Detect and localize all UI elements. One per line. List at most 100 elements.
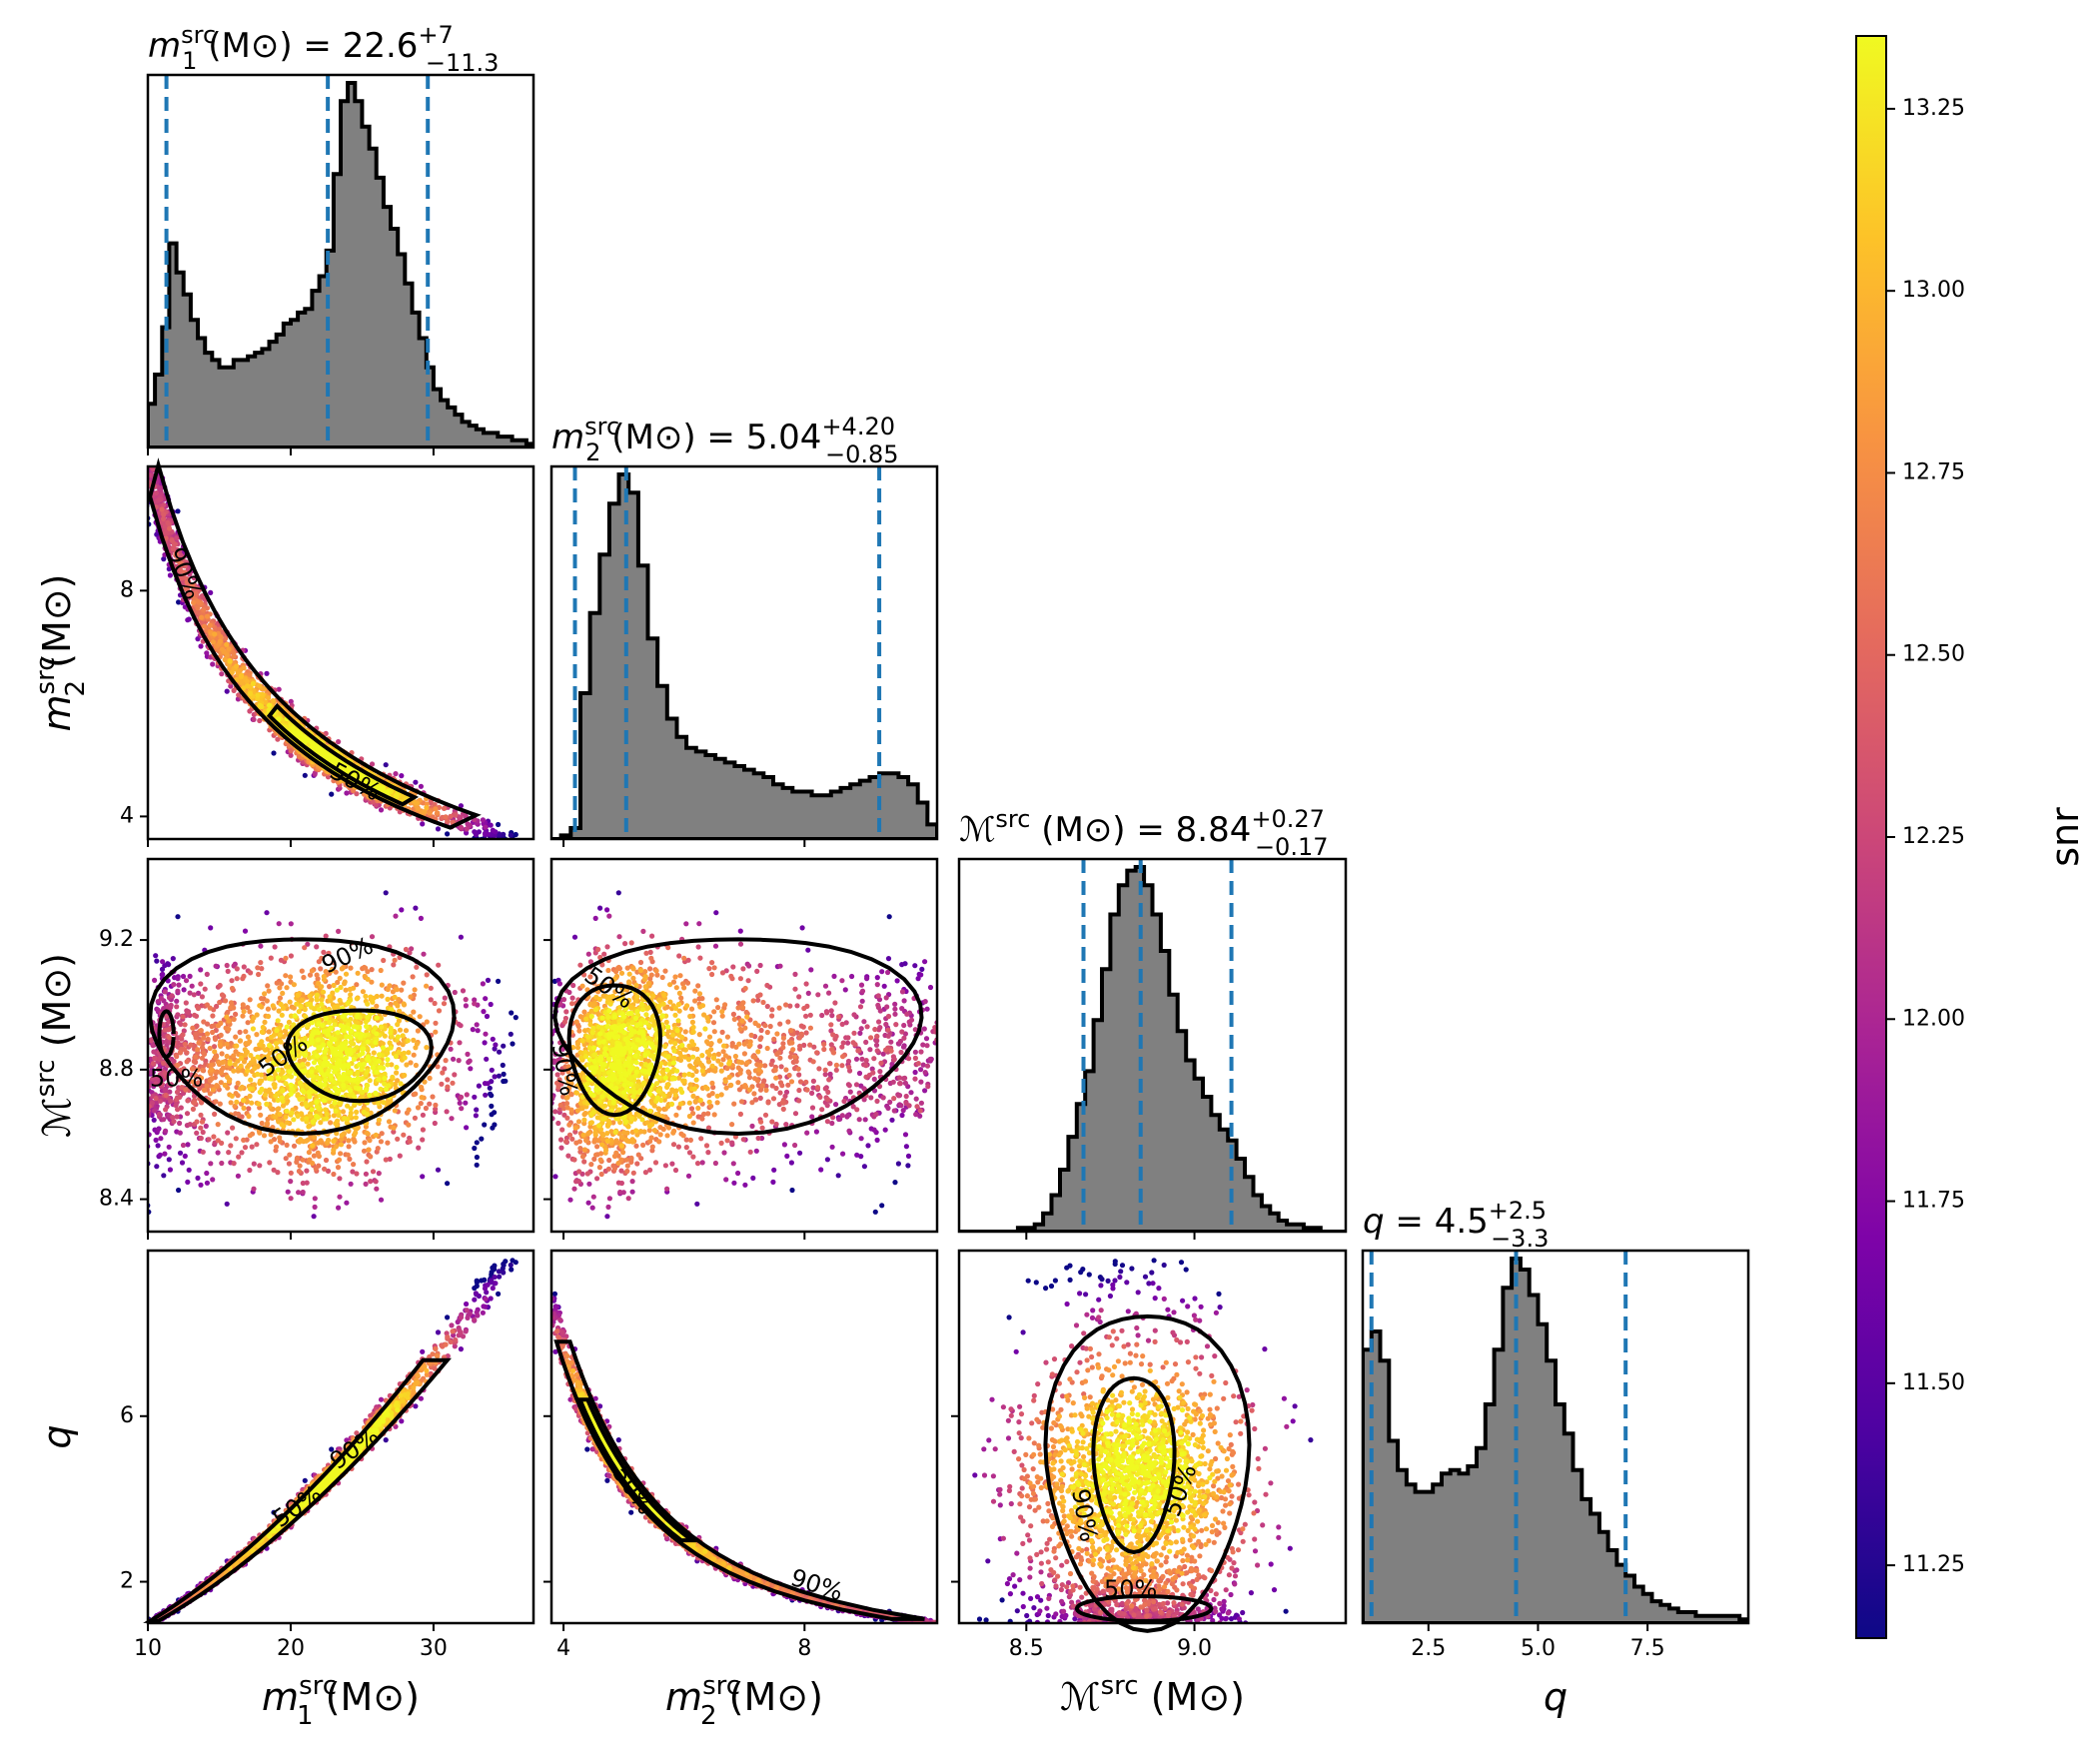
scatter-point (268, 1132, 274, 1138)
scatter-point (305, 1061, 311, 1067)
scatter-point (485, 977, 492, 984)
scatter-point (167, 1167, 173, 1173)
scatter-point (170, 1115, 176, 1121)
scatter-point (363, 1019, 369, 1025)
scatter-point (218, 1080, 224, 1086)
scatter-point (288, 752, 294, 758)
scatter-point (152, 977, 158, 984)
scatter-point (255, 1054, 261, 1060)
scatter-point (333, 1108, 339, 1114)
scatter-point (318, 966, 324, 972)
scatter-point (430, 1094, 436, 1100)
scatter-point (300, 1116, 306, 1122)
scatter-point (174, 1114, 180, 1120)
scatter-point (394, 987, 400, 993)
scatter-point (313, 1166, 319, 1172)
scatter-point (198, 643, 204, 649)
scatter-point (317, 750, 323, 756)
scatter-point (187, 1122, 193, 1128)
scatter-point (387, 1156, 393, 1162)
scatter-point (374, 1186, 380, 1192)
scatter-point (255, 692, 261, 698)
scatter-point (476, 1083, 482, 1089)
scatter-point (465, 1051, 471, 1057)
scatter-point (289, 1087, 295, 1093)
scatter-point (360, 989, 366, 995)
scatter-point (306, 1055, 313, 1061)
scatter-point (331, 959, 337, 966)
scatter-point (329, 791, 335, 797)
scatter-point (156, 1111, 162, 1118)
scatter-point (244, 1049, 250, 1055)
scatter-point (402, 1055, 408, 1061)
scatter-point (458, 815, 464, 821)
scatter-point (335, 1004, 341, 1010)
scatter-point (288, 1196, 294, 1202)
scatter-point (195, 1067, 201, 1073)
scatter-point (374, 1003, 380, 1009)
scatter-point (321, 974, 327, 980)
scatter-point (257, 1089, 263, 1095)
scatter-point (278, 957, 284, 963)
scatter-point (188, 1072, 194, 1078)
scatter-point (158, 1136, 164, 1142)
scatter-point (175, 1062, 181, 1068)
scatter-point (204, 1180, 210, 1186)
scatter-point (201, 607, 207, 613)
scatter-point (402, 1072, 408, 1079)
scatter-point (342, 1115, 348, 1122)
scatter-point (169, 993, 175, 999)
scatter-point (301, 974, 307, 981)
scatter-point (458, 1023, 464, 1029)
scatter-point (288, 1179, 294, 1185)
scatter-point (378, 1016, 384, 1022)
scatter-point (162, 1087, 168, 1094)
scatter-point (177, 1120, 183, 1127)
scatter-point (362, 1140, 368, 1146)
scatter-point (327, 1020, 333, 1026)
scatter-point (280, 1088, 286, 1094)
scatter-point (321, 949, 327, 956)
scatter-point (428, 997, 434, 1003)
scatter-point (348, 1181, 354, 1187)
scatter-point (355, 1071, 361, 1077)
scatter-point (302, 772, 308, 778)
scatter-point (363, 1181, 369, 1187)
scatter-point (497, 1049, 503, 1055)
scatter-point (180, 1142, 187, 1149)
scatter-point (380, 1041, 386, 1047)
scatter-point (404, 1062, 410, 1068)
scatter-point (184, 1111, 191, 1117)
scatter-point (271, 1167, 277, 1173)
scatter-point (379, 993, 385, 999)
scatter-point (225, 1074, 231, 1080)
scatter-point (163, 1092, 169, 1099)
scatter-point (472, 1145, 478, 1152)
scatter-point (180, 1014, 186, 1020)
scatter-point (225, 1009, 231, 1016)
scatter-point (257, 1130, 263, 1136)
scatter-point (480, 981, 486, 987)
scatter-point (482, 1122, 488, 1128)
scatter-point (388, 1030, 394, 1036)
scatter-point (288, 974, 294, 980)
scatter-point (283, 1061, 289, 1067)
scatter-point (383, 762, 389, 768)
scatter-point (265, 1013, 272, 1020)
scatter-point (301, 734, 308, 740)
scatter-point (182, 1046, 188, 1053)
scatter-point (339, 966, 345, 972)
scatter-point (296, 1009, 302, 1015)
scatter-point (415, 1105, 422, 1111)
scatter-point (314, 1104, 321, 1110)
scatter-point (260, 1024, 266, 1031)
scatter-point (226, 1079, 232, 1085)
scatter-point (229, 985, 236, 992)
scatter-point (445, 1084, 451, 1090)
scatter-point (343, 987, 349, 993)
scatter-point (148, 1038, 154, 1044)
scatter-point (366, 1147, 372, 1153)
scatter-point (239, 1055, 245, 1061)
scatter-point (191, 1079, 197, 1085)
scatter-point (156, 1066, 162, 1073)
